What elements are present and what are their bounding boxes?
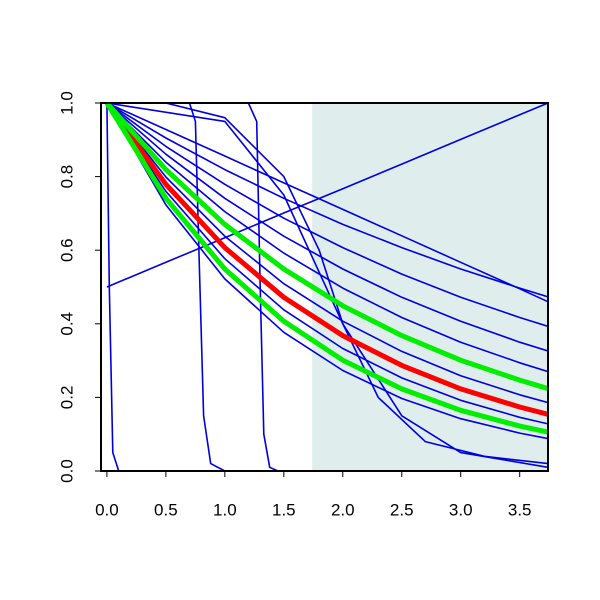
- x-tick-label: 2.5: [390, 500, 414, 519]
- y-tick-label: 1.0: [57, 91, 76, 115]
- plot-area: [104, 103, 548, 471]
- series-line: [106, 103, 548, 352]
- x-tick-label: 3.5: [508, 500, 532, 519]
- y-tick-label: 0.8: [57, 165, 76, 189]
- series-line: [106, 103, 548, 471]
- x-tick-label: 2.0: [331, 500, 355, 519]
- x-tick-label: 3.0: [449, 500, 473, 519]
- plot-border: [100, 102, 549, 472]
- series-line: [106, 103, 548, 471]
- series-line: [106, 103, 548, 469]
- shaded-region: [312, 103, 548, 471]
- y-tick-label: 0.6: [57, 238, 76, 262]
- series-line: [106, 103, 548, 298]
- x-tick-label: 0.0: [95, 500, 119, 519]
- series-line: [104, 103, 548, 417]
- series-line: [106, 103, 548, 425]
- series-line: [105, 103, 548, 391]
- y-tick-label: 0.0: [57, 459, 76, 483]
- x-tick-label: 0.5: [154, 500, 178, 519]
- series-line: [104, 103, 548, 435]
- series-line: [106, 103, 548, 440]
- series-line: [106, 103, 548, 303]
- y-tick-label: 0.4: [57, 312, 76, 336]
- x-tick-label: 1.5: [272, 500, 296, 519]
- series-line: [106, 103, 548, 328]
- x-tick-label: 1.0: [213, 500, 237, 519]
- y-tick-label: 0.2: [57, 386, 76, 410]
- series-line: [106, 103, 548, 288]
- series-line: [106, 103, 548, 373]
